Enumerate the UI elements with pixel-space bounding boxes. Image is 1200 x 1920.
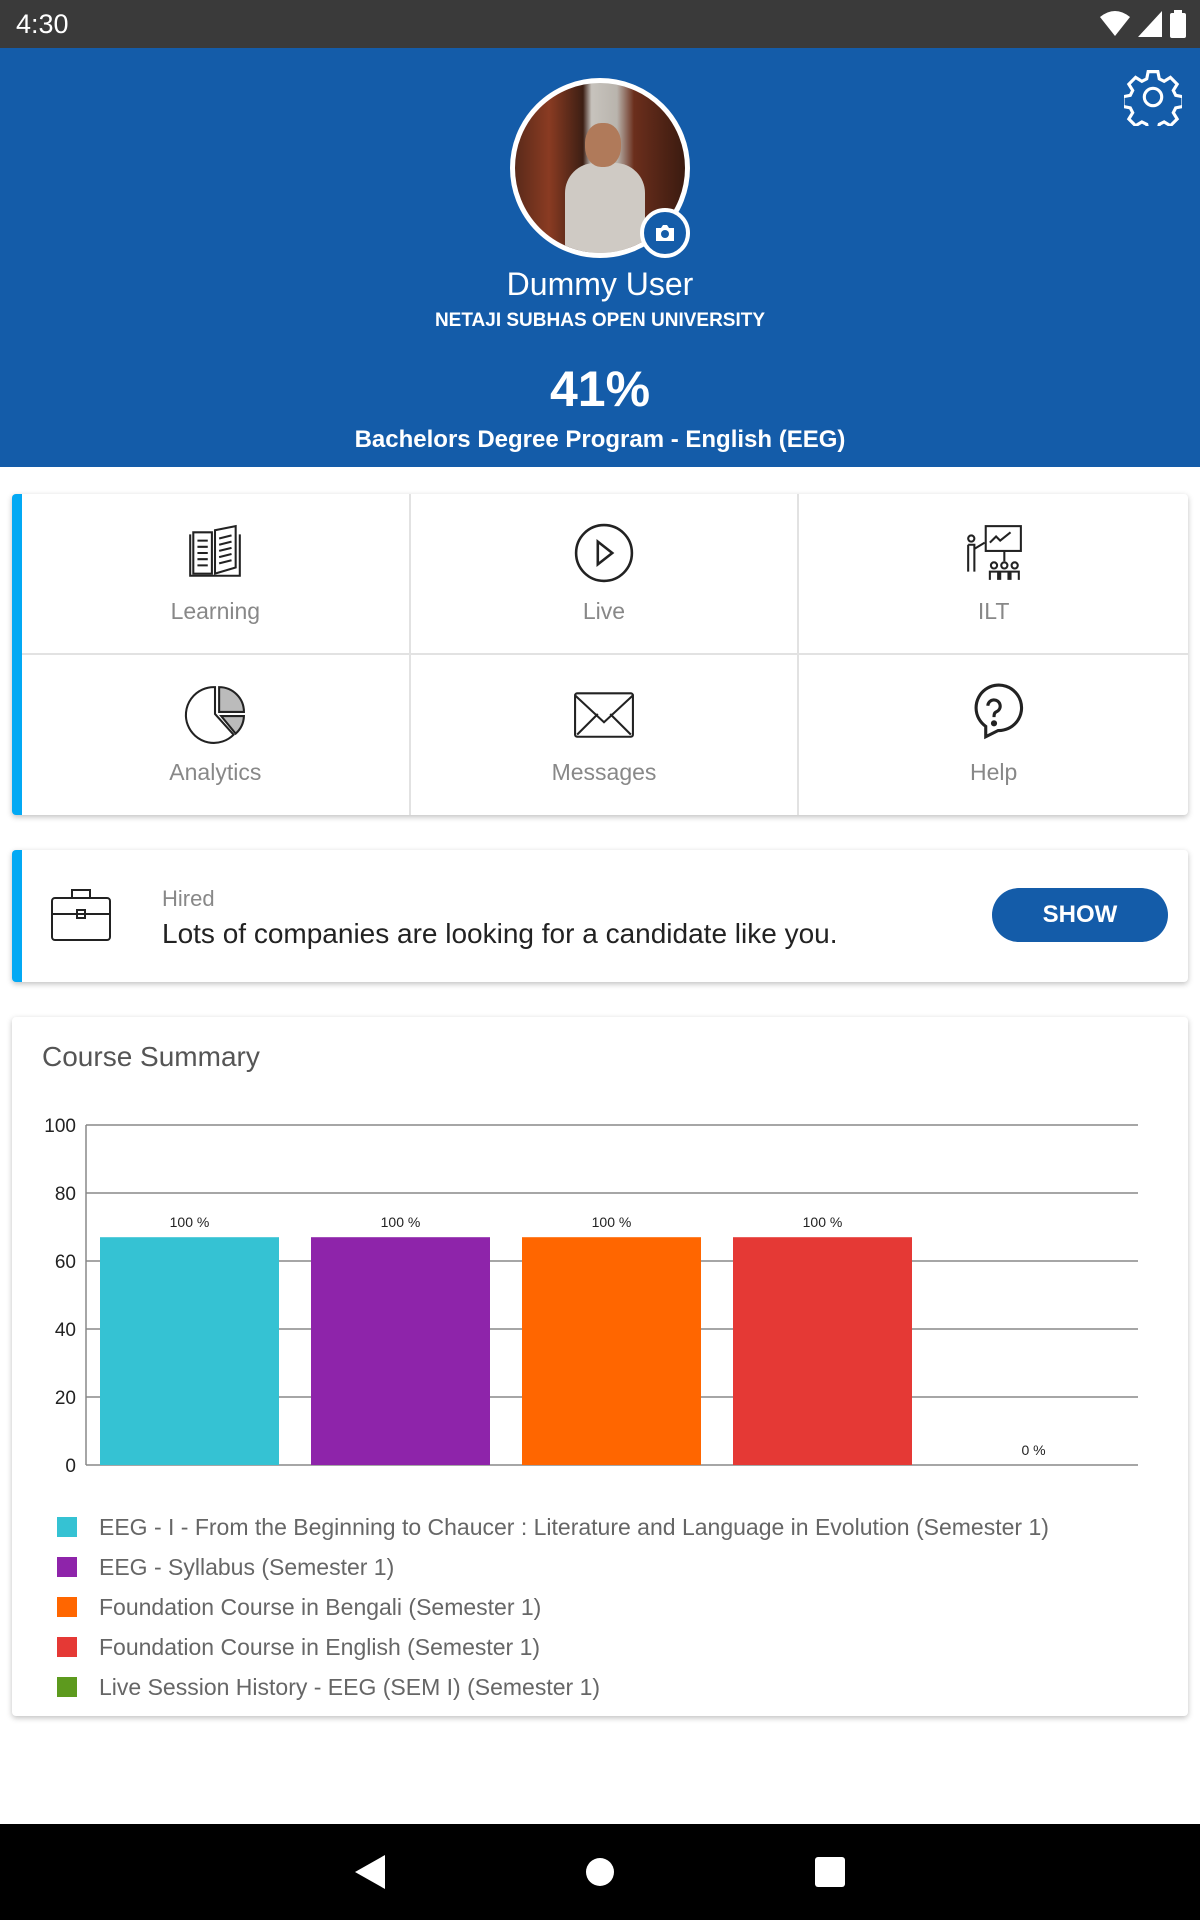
data-label: 100 % [803, 1214, 843, 1230]
course-summary-card: Course Summary 0 20 40 60 80 100 100 % 100 % 100… [12, 1017, 1188, 1716]
legend-item[interactable]: EEG - Syllabus (Semester 1) [57, 1547, 1049, 1587]
legend-swatch [57, 1517, 77, 1537]
profile-header: Dummy User NETAJI SUBHAS OPEN UNIVERSITY… [0, 48, 1200, 467]
signal-icon [1138, 11, 1162, 37]
legend-label: EEG - I - From the Beginning to Chaucer … [99, 1513, 1049, 1540]
legend-item[interactable]: Live Session History - EEG (SEM I) (Seme… [57, 1667, 1049, 1707]
chart-legend: EEG - I - From the Beginning to Chaucer … [57, 1507, 1049, 1707]
clock: 4:30 [16, 9, 69, 39]
data-label: 0 % [1021, 1442, 1045, 1458]
menu-label: Help [970, 759, 1018, 786]
data-label: 100 % [170, 1214, 210, 1230]
legend-item[interactable]: EEG - I - From the Beginning to Chaucer … [57, 1507, 1049, 1547]
legend-item[interactable]: Foundation Course in Bengali (Semester 1… [57, 1587, 1049, 1627]
menu-label: Messages [551, 759, 657, 786]
progress-percent: 41% [549, 361, 651, 417]
camera-icon [656, 225, 674, 241]
change-photo-button[interactable] [640, 208, 690, 258]
data-label: 100 % [592, 1214, 632, 1230]
pie-chart-icon [185, 686, 246, 745]
y-tick-label: 60 [55, 1252, 76, 1273]
legend-label: Live Session History - EEG (SEM I) (Seme… [99, 1673, 601, 1700]
bar [311, 1237, 490, 1465]
legend-swatch [57, 1557, 77, 1577]
menu-label: ILT [977, 597, 1010, 624]
y-tick-label: 0 [65, 1456, 76, 1477]
hired-card: Hired Lots of companies are looking for … [12, 850, 1188, 982]
legend-swatch [57, 1597, 77, 1617]
legend-item[interactable]: Foundation Course in English (Semester 1… [57, 1627, 1049, 1667]
status-bar: 4:30 [0, 0, 1200, 48]
menu-item-ilt[interactable]: ILT [799, 494, 1188, 655]
legend-swatch [57, 1637, 77, 1657]
show-button[interactable]: SHOW [992, 888, 1168, 942]
help-icon [974, 683, 1023, 740]
y-tick-label: 40 [55, 1320, 76, 1341]
wifi-icon [1100, 11, 1130, 36]
y-tick-label: 80 [55, 1184, 76, 1205]
bar [733, 1237, 912, 1465]
menu-grid: Learning Live ILT Analytics Messages Hel… [12, 494, 1188, 815]
menu-item-help[interactable]: Help [799, 655, 1188, 816]
menu-label: Analytics [169, 759, 262, 786]
y-tick-label: 20 [55, 1388, 76, 1409]
settings-gear-icon[interactable] [1124, 68, 1182, 126]
hired-label: Hired [162, 886, 215, 911]
back-icon[interactable] [355, 1855, 385, 1889]
course-summary-chart: 0 20 40 60 80 100 100 % 100 % 100 % 100 % 0 % [44, 1116, 1138, 1477]
hired-message: Lots of companies are looking for a cand… [162, 918, 838, 949]
battery-icon [1170, 10, 1186, 38]
legend-label: Foundation Course in English (Semester 1… [99, 1633, 541, 1660]
menu-label: Learning [170, 597, 261, 624]
play-icon [574, 523, 634, 582]
bar [100, 1237, 279, 1465]
menu-item-analytics[interactable]: Analytics [22, 654, 411, 815]
book-icon [189, 524, 242, 577]
menu-item-live[interactable]: Live [410, 494, 800, 655]
navigation-bar [0, 1824, 1200, 1920]
bar [522, 1237, 701, 1465]
legend-label: EEG - Syllabus (Semester 1) [99, 1553, 395, 1580]
briefcase-icon [51, 889, 111, 941]
presentation-icon [966, 524, 1022, 580]
y-tick-label: 100 [44, 1116, 76, 1137]
home-icon[interactable] [585, 1857, 615, 1887]
chart-title: Course Summary [42, 1041, 260, 1072]
university-name: NETAJI SUBHAS OPEN UNIVERSITY [434, 310, 766, 331]
menu-item-messages[interactable]: Messages [411, 654, 800, 815]
legend-label: Foundation Course in Bengali (Semester 1… [99, 1593, 542, 1620]
user-name: Dummy User [506, 266, 694, 302]
data-label: 100 % [381, 1214, 421, 1230]
menu-item-learning[interactable]: Learning [22, 494, 411, 655]
program-name: Bachelors Degree Program - English (EEG) [354, 426, 846, 453]
envelope-icon [574, 692, 634, 739]
recents-icon[interactable] [815, 1857, 845, 1887]
menu-label: Live [582, 597, 626, 624]
legend-swatch [57, 1677, 77, 1697]
